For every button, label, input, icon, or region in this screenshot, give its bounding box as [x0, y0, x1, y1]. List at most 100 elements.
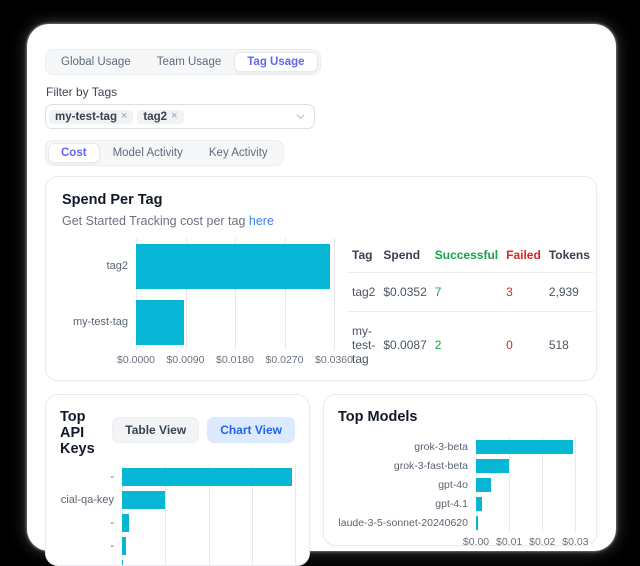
- x-tick-label: $0.02: [529, 536, 555, 548]
- spend-per-tag-subtitle: Get Started Tracking cost per tag here: [62, 214, 578, 228]
- x-tick-label: $0.01: [496, 536, 522, 548]
- usage-scope-tabs: Global Usage Team Usage Tag Usage: [45, 49, 321, 75]
- x-axis-ticks: $0.00$0.01$0.02$0.03: [476, 532, 582, 548]
- plot-wrap: $0.00$0.01$0.02$0.03: [476, 437, 582, 548]
- category-label: grok-3-fast-beta: [338, 456, 476, 475]
- cell-failed: 0: [502, 312, 545, 379]
- table-row: tag2 $0.0352 7 3 2,939: [348, 273, 594, 312]
- bar-row: [476, 513, 582, 532]
- bar-row: [122, 534, 295, 557]
- spend-per-tag-card: Spend Per Tag Get Started Tracking cost …: [45, 176, 597, 381]
- tag-filter-select[interactable]: my-test-tag × tag2 ×: [45, 104, 315, 129]
- bar: [476, 440, 573, 454]
- bar: [122, 468, 292, 486]
- category-label: tag2: [62, 238, 136, 294]
- bar: [136, 244, 330, 289]
- tab-team-usage[interactable]: Team Usage: [144, 52, 235, 72]
- cell-tag: tag2: [348, 273, 379, 312]
- bottom-cards-row: Top API Keys Table View Chart View -peci…: [45, 394, 597, 566]
- x-tick-label: $0.0000: [117, 354, 155, 366]
- x-tick-label: $0.0090: [167, 354, 205, 366]
- cell-spend: $0.0087: [379, 312, 430, 379]
- remove-tag-icon[interactable]: ×: [171, 111, 177, 122]
- cell-successful: 7: [431, 273, 502, 312]
- selected-tag-chips: my-test-tag × tag2 ×: [49, 110, 295, 124]
- category-label: -: [60, 511, 122, 534]
- tab-cost[interactable]: Cost: [48, 143, 100, 163]
- top-api-keys-chart: -pecial-qa-key---: [60, 465, 295, 566]
- tab-global-usage[interactable]: Global Usage: [48, 52, 144, 72]
- x-tick-label: $0.0360: [315, 354, 353, 366]
- bar-row: [122, 557, 295, 566]
- view-toggle: Table View Chart View: [112, 417, 295, 443]
- category-label: my-test-tag: [62, 294, 136, 350]
- tag-chip-label: my-test-tag: [55, 111, 117, 123]
- bar: [122, 514, 129, 532]
- category-label: gpt-4o: [338, 475, 476, 494]
- y-axis-labels: -pecial-qa-key---: [60, 465, 122, 566]
- bar: [122, 537, 126, 555]
- tab-tag-usage[interactable]: Tag Usage: [234, 52, 317, 72]
- bar-row: [476, 437, 582, 456]
- bar-row: [476, 494, 582, 513]
- plot-area: [136, 238, 334, 350]
- bar-row: [122, 465, 295, 488]
- chevron-down-icon[interactable]: [295, 111, 306, 122]
- x-tick-label: $0.00: [463, 536, 489, 548]
- bar: [476, 459, 509, 473]
- category-label: grok-3-beta: [338, 437, 476, 456]
- chart-view-button[interactable]: Chart View: [207, 417, 295, 443]
- cell-successful: 2: [431, 312, 502, 379]
- tab-model-activity[interactable]: Model Activity: [100, 143, 196, 163]
- table-view-button[interactable]: Table View: [112, 417, 199, 443]
- tag-chip: my-test-tag ×: [49, 110, 133, 124]
- table-row: my-test-tag $0.0087 2 0 518: [348, 312, 594, 379]
- plot-wrap: [122, 465, 295, 566]
- category-label: pecial-qa-key: [60, 488, 122, 511]
- col-tag: Tag: [348, 242, 379, 273]
- x-tick-label: $0.03: [562, 536, 588, 548]
- cell-tag: my-test-tag: [348, 312, 379, 379]
- plot-area: [476, 437, 582, 532]
- tag-chip-label: tag2: [143, 111, 167, 123]
- remove-tag-icon[interactable]: ×: [121, 111, 127, 122]
- bar-row: [122, 488, 295, 511]
- x-axis-ticks: $0.0000$0.0090$0.0180$0.0270$0.0360: [136, 350, 334, 366]
- top-api-keys-card: Top API Keys Table View Chart View -peci…: [45, 394, 310, 566]
- cell-tokens: 518: [545, 312, 594, 379]
- category-label: -: [60, 534, 122, 557]
- spend-per-tag-table: Tag Spend Successful Failed Tokens tag2 …: [334, 242, 594, 378]
- bar: [476, 478, 491, 492]
- bar-row: [136, 238, 334, 294]
- bar: [476, 516, 478, 530]
- bar: [122, 560, 123, 566]
- category-label: claude-3-5-sonnet-20240620: [338, 513, 476, 532]
- gridline: [334, 238, 335, 350]
- plot-wrap: $0.0000$0.0090$0.0180$0.0270$0.0360: [136, 238, 334, 378]
- col-tokens: Tokens: [545, 242, 594, 273]
- usage-view-tabs: Cost Model Activity Key Activity: [45, 140, 284, 166]
- tab-key-activity[interactable]: Key Activity: [196, 143, 281, 163]
- cell-spend: $0.0352: [379, 273, 430, 312]
- spend-per-tag-title: Spend Per Tag: [62, 192, 578, 208]
- bar-row: [476, 475, 582, 494]
- tag-chip: tag2 ×: [137, 110, 183, 124]
- x-tick-label: $0.0270: [266, 354, 304, 366]
- table-header-row: Tag Spend Successful Failed Tokens: [348, 242, 594, 273]
- bar-row: [136, 294, 334, 350]
- col-failed: Failed: [502, 242, 545, 273]
- cell-tokens: 2,939: [545, 273, 594, 312]
- category-label: gpt-4.1: [338, 494, 476, 513]
- top-api-keys-title: Top API Keys: [60, 409, 112, 457]
- category-label: -: [60, 557, 122, 566]
- bar-row: [122, 511, 295, 534]
- usage-dashboard-panel: Global Usage Team Usage Tag Usage Filter…: [27, 24, 616, 551]
- tracking-docs-link[interactable]: here: [249, 214, 274, 228]
- col-spend: Spend: [379, 242, 430, 273]
- bar: [136, 300, 184, 345]
- cell-failed: 3: [502, 273, 545, 312]
- bar: [122, 491, 165, 509]
